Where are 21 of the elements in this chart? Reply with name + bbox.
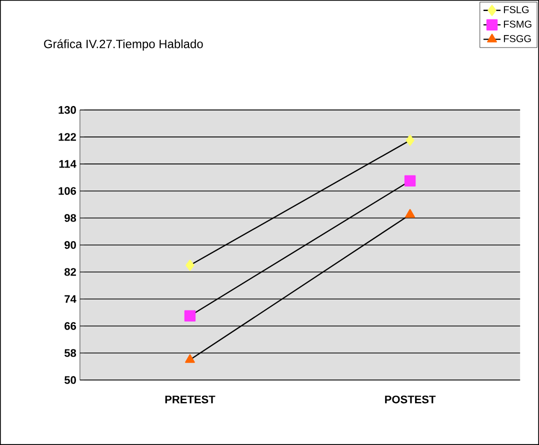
legend-label: FSLG	[504, 6, 529, 14]
legend-label: FSMG	[504, 20, 532, 28]
point	[404, 175, 416, 186]
y-tick-label: 50	[64, 376, 76, 384]
y-tick-label: 82	[64, 268, 76, 276]
y-tick-label: 98	[64, 214, 76, 222]
chart-title: Gráfica IV.27.Tiempo Hablado	[44, 39, 203, 51]
y-tick-label: 58	[64, 349, 76, 357]
x-tick-label: POSTEST	[385, 396, 436, 404]
y-tick-label: 106	[58, 187, 76, 195]
point	[184, 310, 196, 322]
y-tick-label: 66	[64, 322, 76, 330]
y-tick-label: 90	[64, 241, 76, 249]
legend-label: FSGG	[504, 35, 531, 42]
x-tick-label: PRETEST	[165, 396, 216, 404]
y-tick-label: 122	[58, 133, 76, 141]
y-tick-label: 114	[59, 160, 76, 168]
point	[186, 260, 194, 271]
point	[406, 134, 414, 146]
y-tick-label: 130	[58, 106, 76, 114]
y-tick-label: 74	[64, 295, 76, 303]
